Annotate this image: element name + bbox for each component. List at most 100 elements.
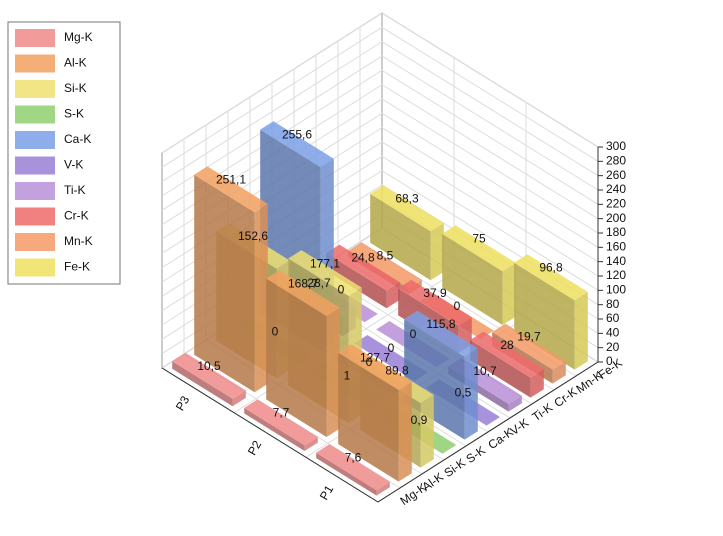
grid-line bbox=[161, 41, 599, 183]
y-tick-label: 260 bbox=[606, 168, 626, 182]
bar-face bbox=[370, 185, 444, 232]
x-tick-label: Fe-K bbox=[595, 356, 624, 382]
bar-face bbox=[574, 291, 588, 370]
bar-face bbox=[386, 282, 400, 309]
bar-face bbox=[326, 244, 400, 291]
bar-face bbox=[232, 390, 246, 407]
legend-swatch bbox=[15, 131, 55, 149]
y-tick-label: 220 bbox=[606, 197, 626, 211]
bar-face bbox=[316, 452, 377, 496]
bar-face bbox=[244, 407, 305, 451]
legend-swatch bbox=[15, 29, 55, 47]
y-tick-label: 60 bbox=[606, 311, 620, 325]
bar-face bbox=[442, 444, 456, 454]
legend-label: Ti-K bbox=[64, 183, 86, 197]
legend-label: Mn-K bbox=[64, 234, 93, 248]
bar bbox=[470, 331, 544, 398]
bar-face bbox=[266, 270, 340, 317]
bar-face bbox=[442, 225, 516, 272]
bar-face bbox=[326, 307, 340, 437]
data-label: 10,5 bbox=[197, 359, 221, 373]
data-label: 10,7 bbox=[473, 364, 497, 378]
legend-swatch bbox=[15, 80, 55, 98]
row-tick-label: P3 bbox=[173, 393, 193, 413]
bar bbox=[442, 225, 516, 325]
y-tick-label: 120 bbox=[606, 268, 626, 282]
y-tick-label: 20 bbox=[606, 340, 620, 354]
data-label: 177,1 bbox=[310, 256, 340, 270]
x-axis bbox=[377, 361, 599, 503]
y-tick-label: 180 bbox=[606, 225, 626, 239]
data-label: 0 bbox=[410, 327, 417, 341]
bar-face bbox=[508, 395, 522, 412]
data-label: 68,3 bbox=[395, 192, 419, 206]
legend-swatch bbox=[15, 105, 55, 124]
grid-line bbox=[161, 84, 599, 226]
row-tick-label: P1 bbox=[317, 482, 337, 502]
bar-face bbox=[304, 437, 318, 451]
bar bbox=[514, 254, 588, 370]
bar-face bbox=[470, 331, 544, 378]
legend-swatch bbox=[15, 258, 55, 277]
legend-label: V-K bbox=[64, 158, 83, 172]
y-tick-label: 200 bbox=[606, 211, 626, 225]
grid-line bbox=[161, 55, 599, 197]
legend-swatch bbox=[15, 207, 55, 226]
data-label: 168,7 bbox=[288, 276, 318, 290]
legend-label: Al-K bbox=[64, 56, 87, 70]
data-label: 8,5 bbox=[377, 248, 394, 262]
data-label: 19,7 bbox=[517, 330, 541, 344]
legend-label: Si-K bbox=[64, 81, 87, 95]
bar-face bbox=[404, 310, 478, 357]
row-tick-label: P2 bbox=[245, 438, 265, 458]
y-tick-label: 40 bbox=[606, 326, 620, 340]
data-label: 96,8 bbox=[539, 260, 563, 274]
bar-face bbox=[194, 166, 268, 213]
bar-face bbox=[470, 340, 531, 398]
bar-face bbox=[172, 352, 246, 399]
bar-face bbox=[254, 203, 268, 393]
bar-face bbox=[430, 222, 444, 281]
y-tick-label: 160 bbox=[606, 240, 626, 254]
data-label: 37,9 bbox=[423, 286, 447, 300]
data-label: 75 bbox=[472, 231, 486, 245]
x-tick-label: Ti-K bbox=[529, 400, 555, 424]
data-label: 115,8 bbox=[426, 317, 455, 331]
bar-face bbox=[514, 254, 588, 301]
data-label: 7,6 bbox=[345, 450, 362, 464]
bar bbox=[194, 166, 268, 393]
data-label: 0 bbox=[272, 325, 279, 339]
bar-face bbox=[370, 193, 431, 281]
bar-face bbox=[172, 361, 233, 407]
bar-face bbox=[326, 253, 387, 309]
legend-label: Mg-K bbox=[64, 30, 93, 44]
data-label: 127,7 bbox=[360, 350, 390, 364]
bar-face bbox=[420, 394, 434, 468]
data-label: 0,5 bbox=[455, 385, 472, 399]
bar-face bbox=[348, 242, 422, 289]
data-label: 1 bbox=[344, 368, 351, 382]
data-label: 7,7 bbox=[273, 406, 290, 420]
bar-face bbox=[398, 381, 412, 482]
row-axis bbox=[161, 367, 379, 503]
legend-label: Cr-K bbox=[64, 209, 89, 223]
bar-face bbox=[552, 361, 566, 384]
bar bbox=[172, 352, 246, 407]
legend-label: Fe-K bbox=[64, 260, 90, 274]
bar-face bbox=[486, 416, 500, 426]
data-label: 28 bbox=[500, 338, 514, 352]
bar bbox=[370, 185, 444, 281]
bar-face bbox=[194, 174, 255, 393]
bar-face bbox=[316, 444, 390, 491]
legend-label: S-K bbox=[64, 107, 84, 121]
y-tick-label: 300 bbox=[606, 139, 626, 153]
data-label: 0 bbox=[366, 355, 373, 369]
x-tick-label: S-K bbox=[463, 443, 487, 466]
data-label: 255,6 bbox=[282, 127, 312, 141]
bar-face bbox=[514, 262, 575, 370]
bar-face bbox=[502, 262, 516, 325]
bar-face bbox=[492, 323, 566, 370]
data-label: 0 bbox=[338, 283, 345, 297]
bar bbox=[266, 270, 340, 437]
